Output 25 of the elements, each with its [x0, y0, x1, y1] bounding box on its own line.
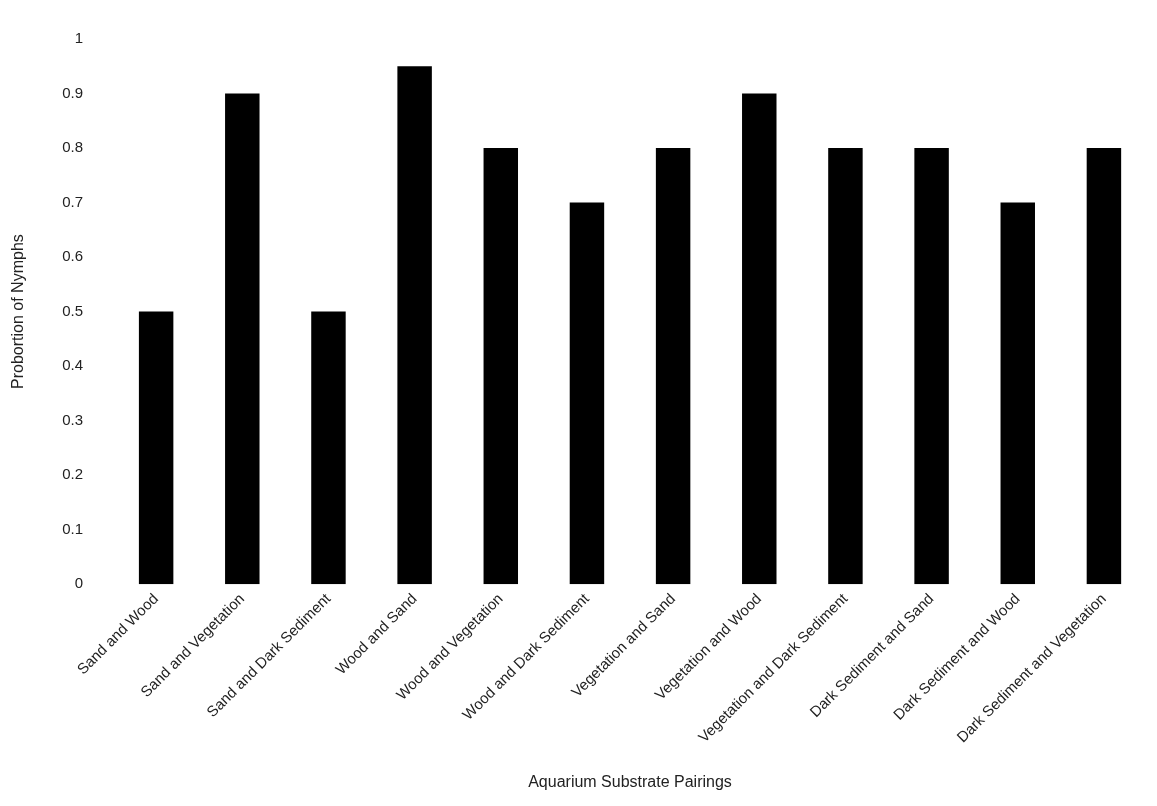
y-tick-label: 0.4 [62, 356, 84, 374]
y-tick-label: 0.3 [62, 410, 84, 428]
y-tick-label: 0.5 [62, 301, 84, 319]
y-tick-label: 1 [74, 29, 84, 47]
y-tick-label: 0.2 [62, 465, 84, 483]
bar [828, 148, 863, 585]
x-axis-title: Aquarium Substrate Pairings [528, 772, 732, 790]
y-tick-label: 0.7 [62, 192, 84, 210]
bar [225, 93, 260, 585]
bar [569, 202, 605, 585]
bar [138, 311, 174, 585]
y-tick-label: 0.1 [62, 519, 84, 537]
bar [655, 148, 691, 585]
bar [914, 148, 949, 585]
bar [1000, 202, 1035, 585]
y-tick-label: 0.8 [62, 138, 84, 156]
y-tick-label: 0.6 [62, 247, 84, 265]
y-tick-label: 0.9 [62, 83, 84, 101]
bar [742, 93, 777, 585]
bar [483, 148, 519, 585]
y-axis-title: Probortion of Nymphs [9, 234, 27, 389]
bar [1086, 148, 1122, 585]
bar [311, 311, 346, 585]
y-tick-label: 0 [74, 574, 84, 592]
bar [397, 66, 432, 585]
